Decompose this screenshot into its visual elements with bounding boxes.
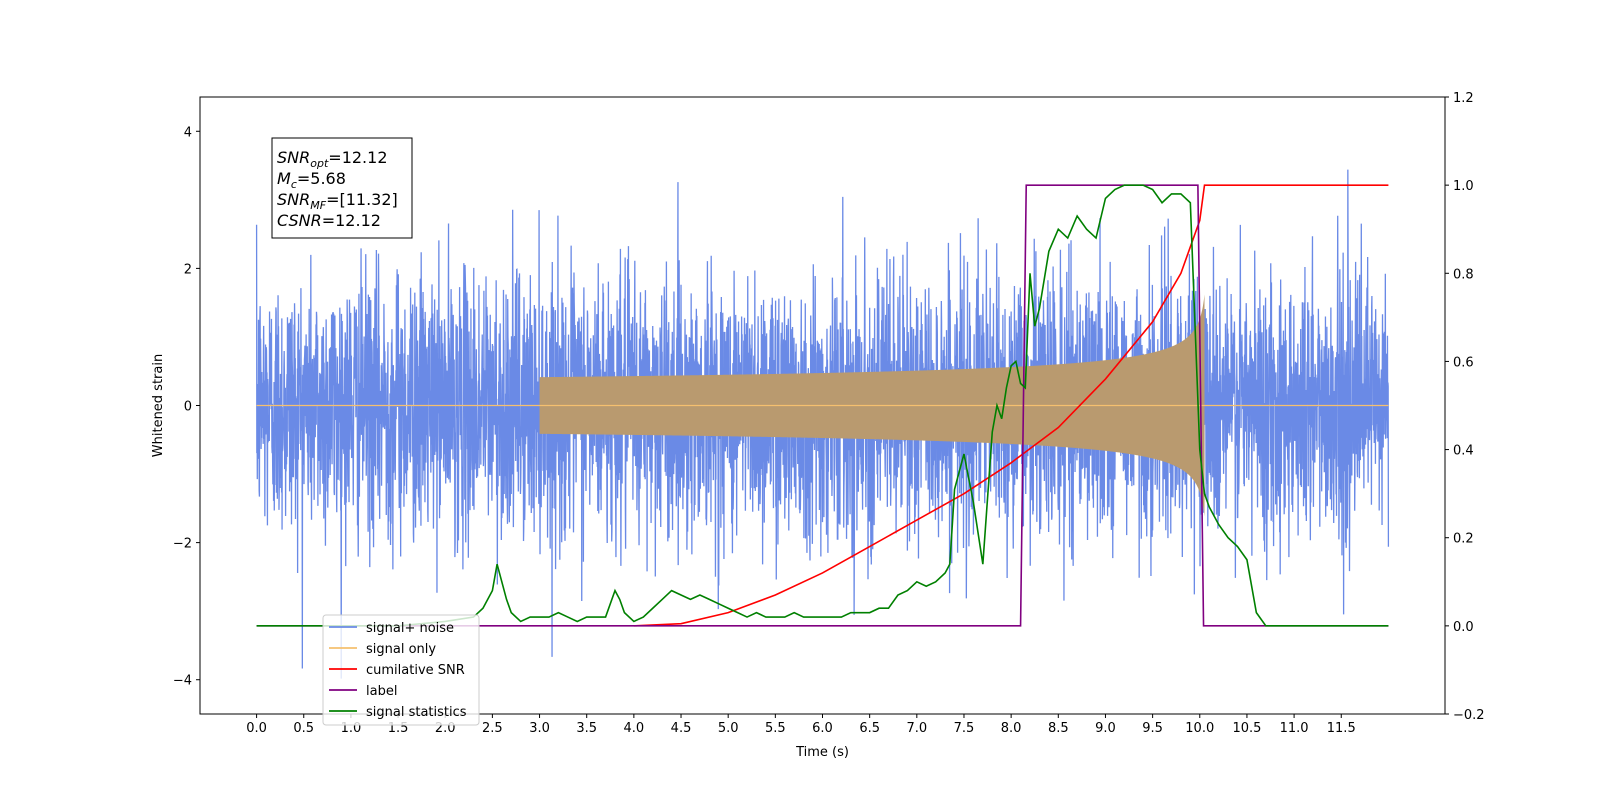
y2-tick-label: 0.4 — [1453, 444, 1474, 459]
x-axis-title: Time (s) — [795, 745, 849, 760]
x-tick-label: 10.5 — [1232, 721, 1261, 736]
x-tick-label: 9.5 — [1142, 721, 1163, 736]
x-axis-ticks: 0.0 0.5 1.0 1.5 2.0 2.5 3.0 3.5 4.0 4.5 5.0 5.5 6.0 6… — [246, 714, 1356, 736]
plot-data-layer — [255, 169, 1390, 679]
y-tick-label: 2 — [184, 262, 192, 277]
x-tick-label: 8.5 — [1048, 721, 1069, 736]
x-tick-label: 6.5 — [859, 721, 880, 736]
x-tick-label: 8.0 — [1001, 721, 1022, 736]
y2-tick-label: 0.2 — [1453, 532, 1474, 547]
annotation-line: SNRopt=12.12 — [277, 148, 388, 170]
x-tick-label: 4.5 — [671, 721, 692, 736]
axes-layer: 0.0 0.5 1.0 1.5 2.0 2.5 3.0 3.5 4.0 4.5 5.0 5.5 6.0 6… — [173, 91, 1485, 736]
y-tick-label: −2 — [173, 537, 192, 552]
x-tick-label: 0.5 — [293, 721, 314, 736]
y-tick-label: 0 — [184, 400, 192, 415]
legend-label: signal only — [366, 642, 436, 657]
annotation-line: SNRMF=[11.32] — [277, 190, 398, 212]
series-cumilative-snrline — [633, 184, 1389, 627]
x-tick-label: 3.5 — [576, 721, 597, 736]
y-tick-label: −4 — [173, 674, 192, 689]
legend-label: label — [366, 684, 397, 699]
legend-label: cumilative SNR — [366, 663, 465, 678]
annotation-line: CSNR=12.12 — [277, 211, 381, 230]
x-tick-label: 7.5 — [954, 721, 975, 736]
annotation-value: =12.12 — [322, 211, 381, 230]
x-tick-label: 10.0 — [1185, 721, 1214, 736]
x-tick-label: 2.5 — [482, 721, 503, 736]
x-tick-label: 4.0 — [624, 721, 645, 736]
series-signal-statisticsline — [256, 184, 1389, 627]
annotation-line: Mc=5.68 — [277, 169, 346, 191]
annotation-subscript: MF — [310, 199, 326, 212]
x-tick-label: 0.0 — [246, 721, 267, 736]
annotation-symbol: SNR — [277, 190, 310, 209]
annotation-value: =5.68 — [297, 169, 346, 188]
y2-axis-ticks: −0.2 0.0 0.2 0.4 0.6 0.8 1.0 1.2 — [1445, 91, 1485, 723]
x-tick-label: 11.5 — [1327, 721, 1356, 736]
y-axis-ticks: −4 −2 0 2 4 — [173, 125, 200, 689]
annotation-value: =12.12 — [328, 148, 387, 167]
y-tick-label: 4 — [184, 125, 192, 140]
y2-tick-label: 0.6 — [1453, 355, 1474, 370]
annotation-value: =[11.32] — [326, 190, 398, 209]
legend-frame — [322, 614, 480, 726]
y2-tick-label: 1.2 — [1453, 91, 1474, 106]
annotation-symbol: M — [277, 169, 291, 188]
x-tick-label: 5.0 — [718, 721, 739, 736]
x-tick-label: 5.5 — [765, 721, 786, 736]
annotation-box: SNRopt=12.12Mc=5.68SNRMF=[11.32]CSNR=12.… — [271, 137, 413, 239]
y2-tick-label: 0.8 — [1453, 267, 1474, 282]
x-tick-label: 6.0 — [812, 721, 833, 736]
annotation-frame — [271, 137, 413, 239]
legend-label: signal statistics — [366, 705, 467, 720]
x-tick-label: 3.0 — [529, 721, 550, 736]
y2-tick-label: 0.0 — [1453, 620, 1474, 635]
legend-label: signal+ noise — [366, 621, 454, 636]
annotation-subscript: c — [291, 178, 297, 191]
x-tick-label: 9.0 — [1095, 721, 1116, 736]
legend: signal+ noise signal only cumilative SNR la… — [322, 614, 480, 726]
y2-tick-label: 1.0 — [1453, 179, 1474, 194]
annotation-symbol: CSNR — [277, 211, 322, 230]
y2-tick-label: −0.2 — [1453, 708, 1485, 723]
annotation-subscript: opt — [310, 157, 329, 170]
annotation-symbol: SNR — [277, 148, 310, 167]
x-tick-label: 11.0 — [1280, 721, 1309, 736]
x-tick-label: 7.0 — [906, 721, 927, 736]
y-axis-title: Whitened strain — [151, 354, 166, 457]
series-labelline — [256, 184, 1389, 627]
